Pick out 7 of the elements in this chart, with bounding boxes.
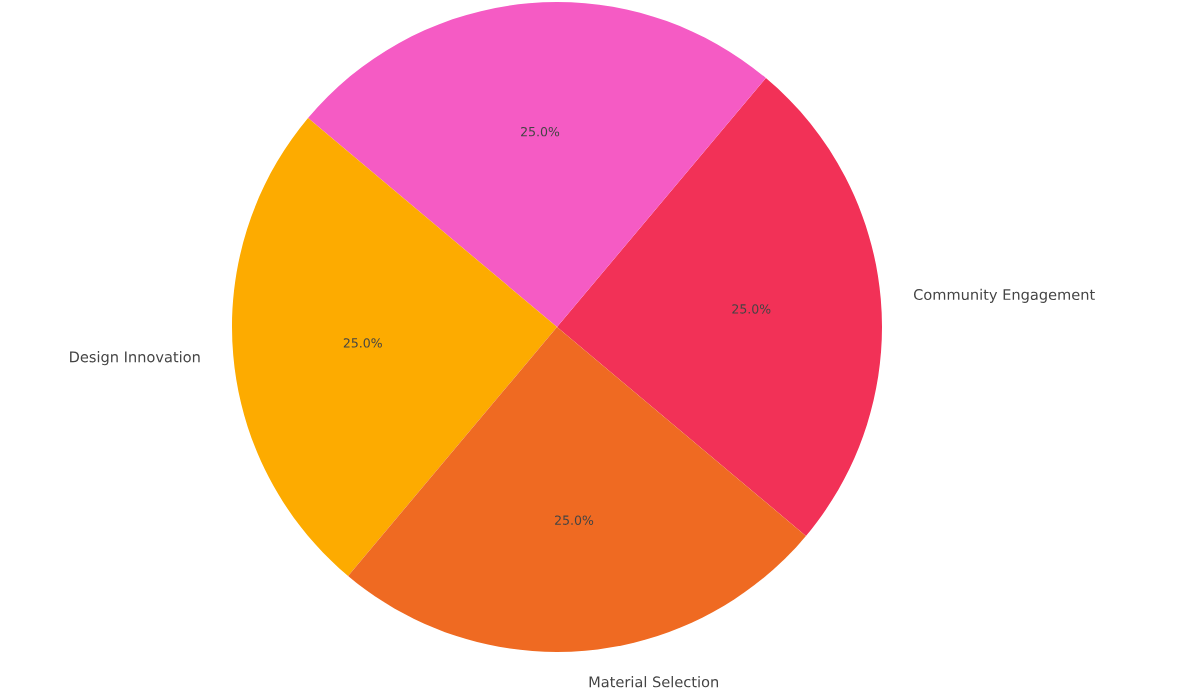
slice-label: Community Engagement bbox=[913, 288, 1095, 303]
data-label: 25.0% bbox=[521, 126, 560, 137]
slice-label: Material Selection bbox=[589, 676, 719, 688]
slice-label: Design Innovation bbox=[70, 351, 200, 366]
data-label: 25.0% bbox=[732, 304, 771, 314]
data-label: 25.0% bbox=[343, 338, 382, 348]
data-label: 25.0% bbox=[555, 515, 594, 525]
